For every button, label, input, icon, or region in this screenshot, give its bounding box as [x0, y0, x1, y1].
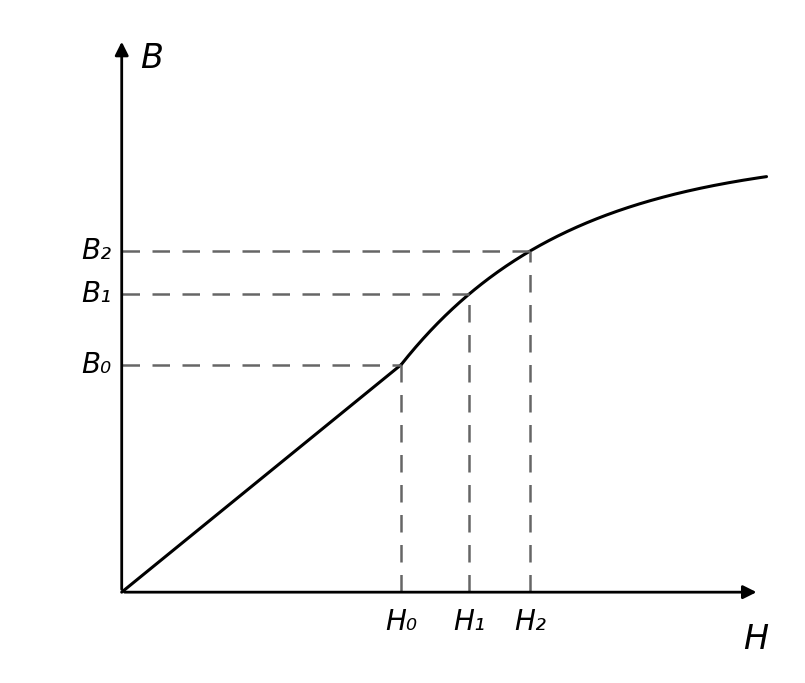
Text: B₁: B₁	[80, 280, 111, 308]
Text: H₂: H₂	[514, 608, 546, 635]
Text: H₁: H₁	[453, 608, 485, 635]
Text: B₂: B₂	[80, 237, 111, 265]
Text: H₀: H₀	[385, 608, 417, 635]
Text: B₀: B₀	[80, 351, 111, 378]
Text: B: B	[139, 42, 163, 75]
Text: H: H	[743, 623, 768, 656]
